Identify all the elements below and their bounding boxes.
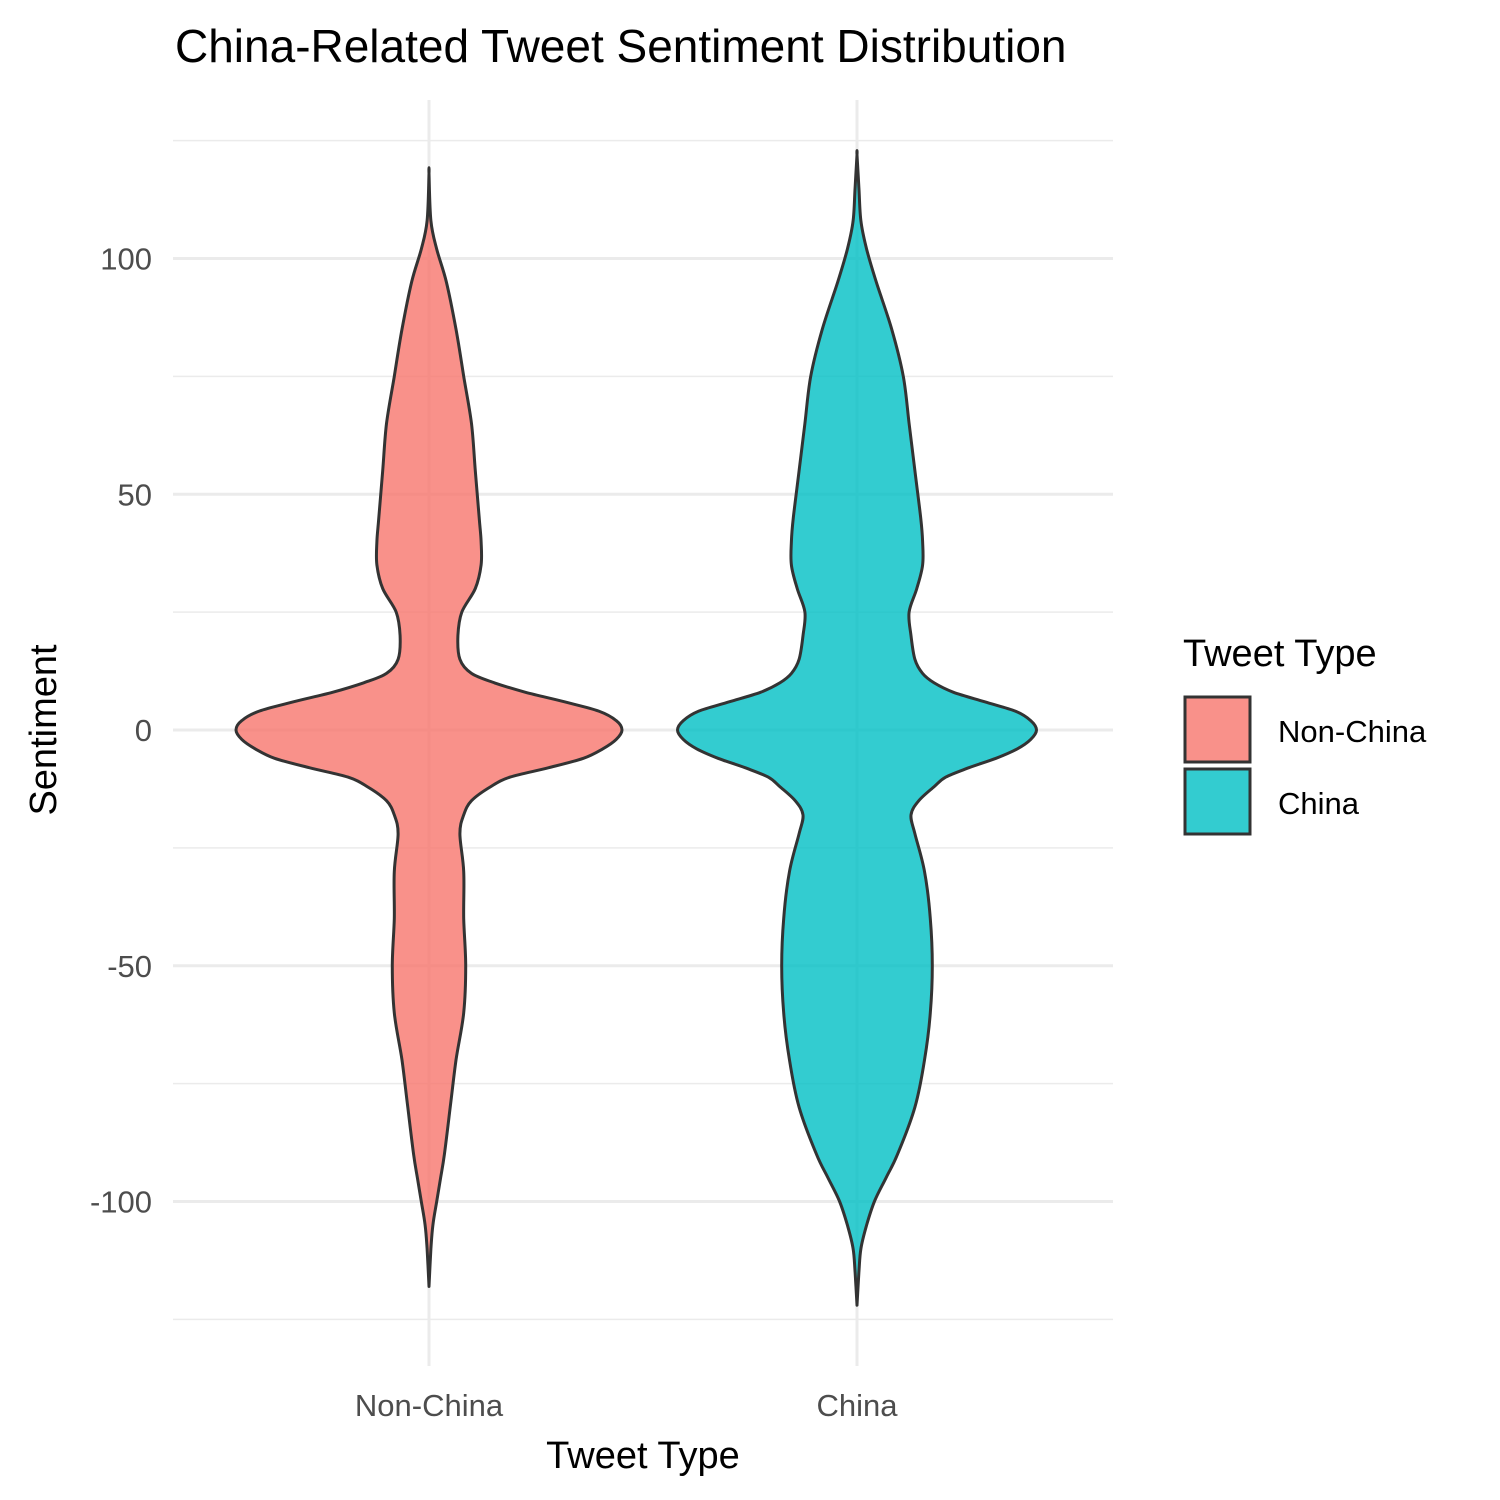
violins <box>234 149 1038 1307</box>
x-tick-label: Non-China <box>355 1388 504 1423</box>
chart-title: China-Related Tweet Sentiment Distributi… <box>175 20 1067 72</box>
legend-key-non-china <box>1183 695 1252 764</box>
legend: Tweet Type Non-China China <box>1183 633 1427 836</box>
x-tick-label: China <box>817 1388 899 1423</box>
legend-label: China <box>1278 786 1360 821</box>
legend-title: Tweet Type <box>1183 633 1377 675</box>
legend-label: Non-China <box>1278 714 1427 749</box>
violin-china <box>676 149 1038 1307</box>
y-tick-label: 100 <box>100 242 152 277</box>
y-tick-label: -50 <box>107 949 152 984</box>
violin-non-china <box>234 166 624 1288</box>
y-tick-label: 50 <box>118 477 152 512</box>
x-axis-ticks: Non-China China <box>355 1388 898 1423</box>
y-axis-title: Sentiment <box>23 644 65 816</box>
legend-key-china <box>1183 767 1252 836</box>
y-tick-label: 0 <box>135 713 152 748</box>
y-axis-ticks: -100 -50 0 50 100 <box>90 242 152 1220</box>
x-axis-title: Tweet Type <box>546 1435 740 1477</box>
y-tick-label: -100 <box>90 1185 152 1220</box>
